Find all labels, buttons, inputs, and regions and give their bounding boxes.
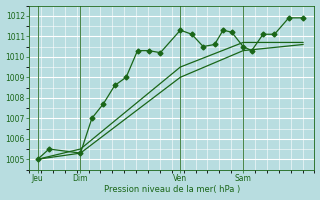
- X-axis label: Pression niveau de la mer( hPa ): Pression niveau de la mer( hPa ): [104, 185, 240, 194]
